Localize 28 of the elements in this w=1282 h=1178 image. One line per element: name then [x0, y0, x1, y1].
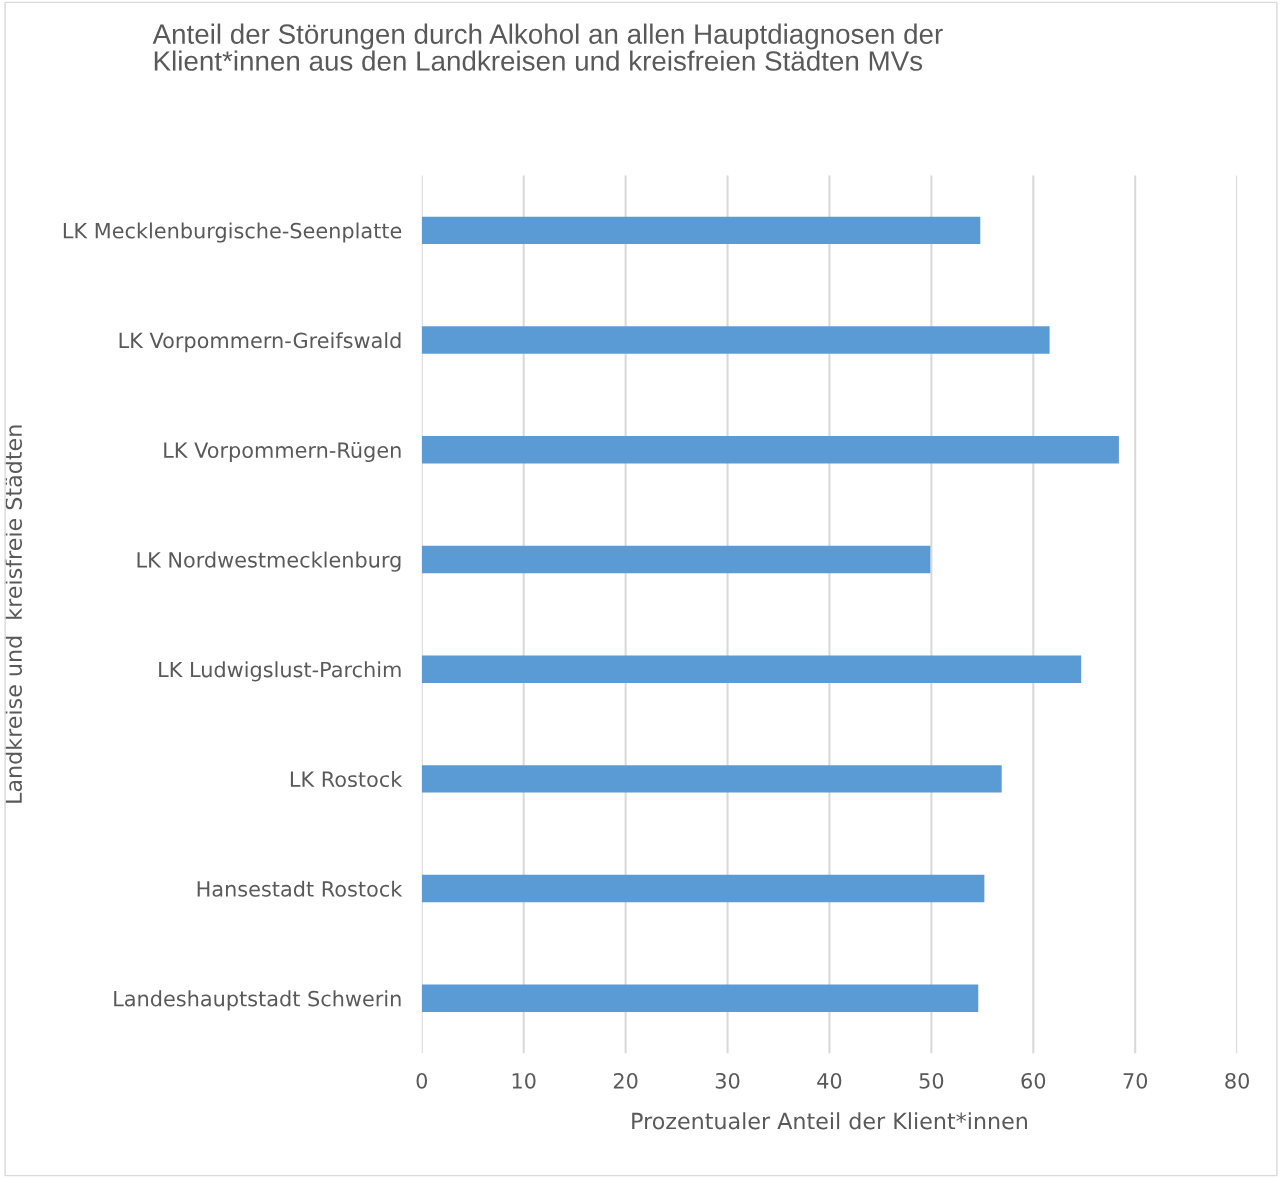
- bar: [421, 765, 1002, 793]
- y-tick-label: LK Ludwigslust-Parchim: [159, 661, 401, 682]
- x-tick-label: 0: [416, 1072, 428, 1089]
- x-tick-label: 80: [1225, 1072, 1249, 1089]
- bar: [421, 436, 1119, 464]
- bar: [421, 545, 931, 574]
- y-tick-label: Landeshauptstadt Schwerin: [114, 990, 401, 1011]
- bar: [421, 984, 979, 1012]
- y-tick-label: LK Nordwestmecklenburg: [137, 551, 401, 572]
- y-axis-title: Landkreise und kreisfreie Städten: [4, 425, 23, 803]
- bar: [421, 655, 1082, 683]
- y-tick-label: LK Vorpommern-Greifswald: [119, 332, 401, 353]
- y-tick-label: LK Vorpommern-Rügen: [164, 441, 401, 463]
- x-axis-title: Prozentualer Anteil der Klient*innen: [632, 1112, 1027, 1130]
- bar: [421, 874, 985, 903]
- x-tick-label: 30: [715, 1072, 740, 1089]
- chart-title: Anteil der Störungen durch Alkohol an allen Hauptdiagnosen der Klient*innen aus den Landkreisen und kreisfreien Städten MVs: [152, 23, 943, 71]
- x-tick-label: 50: [919, 1072, 944, 1089]
- x-tick-label: 40: [817, 1072, 842, 1089]
- bar: [421, 326, 1050, 354]
- y-tick-label: LK Rostock: [290, 770, 403, 788]
- x-tick-label: 60: [1021, 1072, 1046, 1089]
- x-tick-label: 10: [512, 1072, 536, 1089]
- y-tick-label: Hansestadt Rostock: [197, 880, 403, 897]
- x-tick-label: 70: [1123, 1072, 1148, 1089]
- bar: [421, 216, 981, 245]
- x-tick-label: 20: [613, 1072, 638, 1089]
- y-tick-label: LK Mecklenburgische-Seenplatte: [63, 222, 402, 243]
